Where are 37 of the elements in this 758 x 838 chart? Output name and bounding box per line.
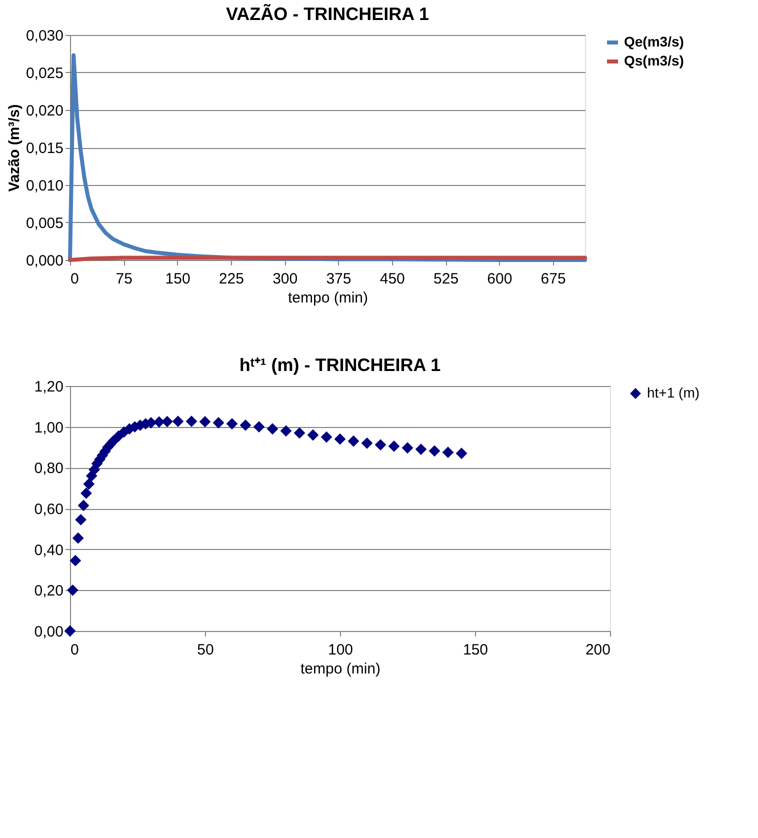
x-tick-label: 100 [328,642,354,658]
x-axis-title: tempo (min) [300,660,381,678]
y-tick-label: 1,00 [34,419,64,436]
x-tick-label: 600 [487,270,512,288]
y-tick-label: 0,60 [34,501,64,518]
x-tick-label: 375 [326,270,352,288]
y-axis-title: Vazão (m³/s) [6,104,23,192]
chart-title: VAZÃO - TRINCHEIRA 1 [226,3,430,24]
y-tick-label: 0,010 [26,178,64,194]
x-tick-label: 225 [218,270,244,288]
chart-title: hᵗ⁺¹ (m) - TRINCHEIRA 1 [239,355,441,375]
y-tick-label: 0,80 [34,460,64,478]
legend-label: ht+1 (m) [647,384,700,400]
x-tick-label: 450 [380,270,405,288]
x-tick-label: 300 [272,270,298,288]
y-tick-label: 0,20 [34,582,64,600]
x-tick-label: 50 [197,642,214,658]
y-tick-label: 0,025 [26,65,64,82]
y-tick-label: 1,20 [34,378,64,396]
x-tick-label: 200 [585,642,610,658]
x-tick-label: 0 [70,642,79,658]
x-tick-label: 75 [116,270,132,288]
y-tick-label: 0,000 [26,252,64,270]
x-tick-label: 150 [165,270,190,288]
y-tick-label: 0,00 [34,624,64,640]
legend-label: Qs(m3/s) [624,52,684,68]
x-axis-title: tempo (min) [288,290,368,306]
legend-label: Qe(m3/s) [624,34,684,50]
y-tick-label: 0,40 [34,542,64,559]
x-tick-label: 675 [540,270,566,288]
y-tick-label: 0,020 [26,102,64,120]
x-tick-label: 0 [70,270,79,288]
y-tick-label: 0,005 [26,215,64,232]
y-tick-label: 0,030 [26,28,64,44]
x-tick-label: 150 [462,642,488,658]
y-tick-label: 0,015 [26,140,64,157]
x-tick-label: 525 [434,270,459,288]
